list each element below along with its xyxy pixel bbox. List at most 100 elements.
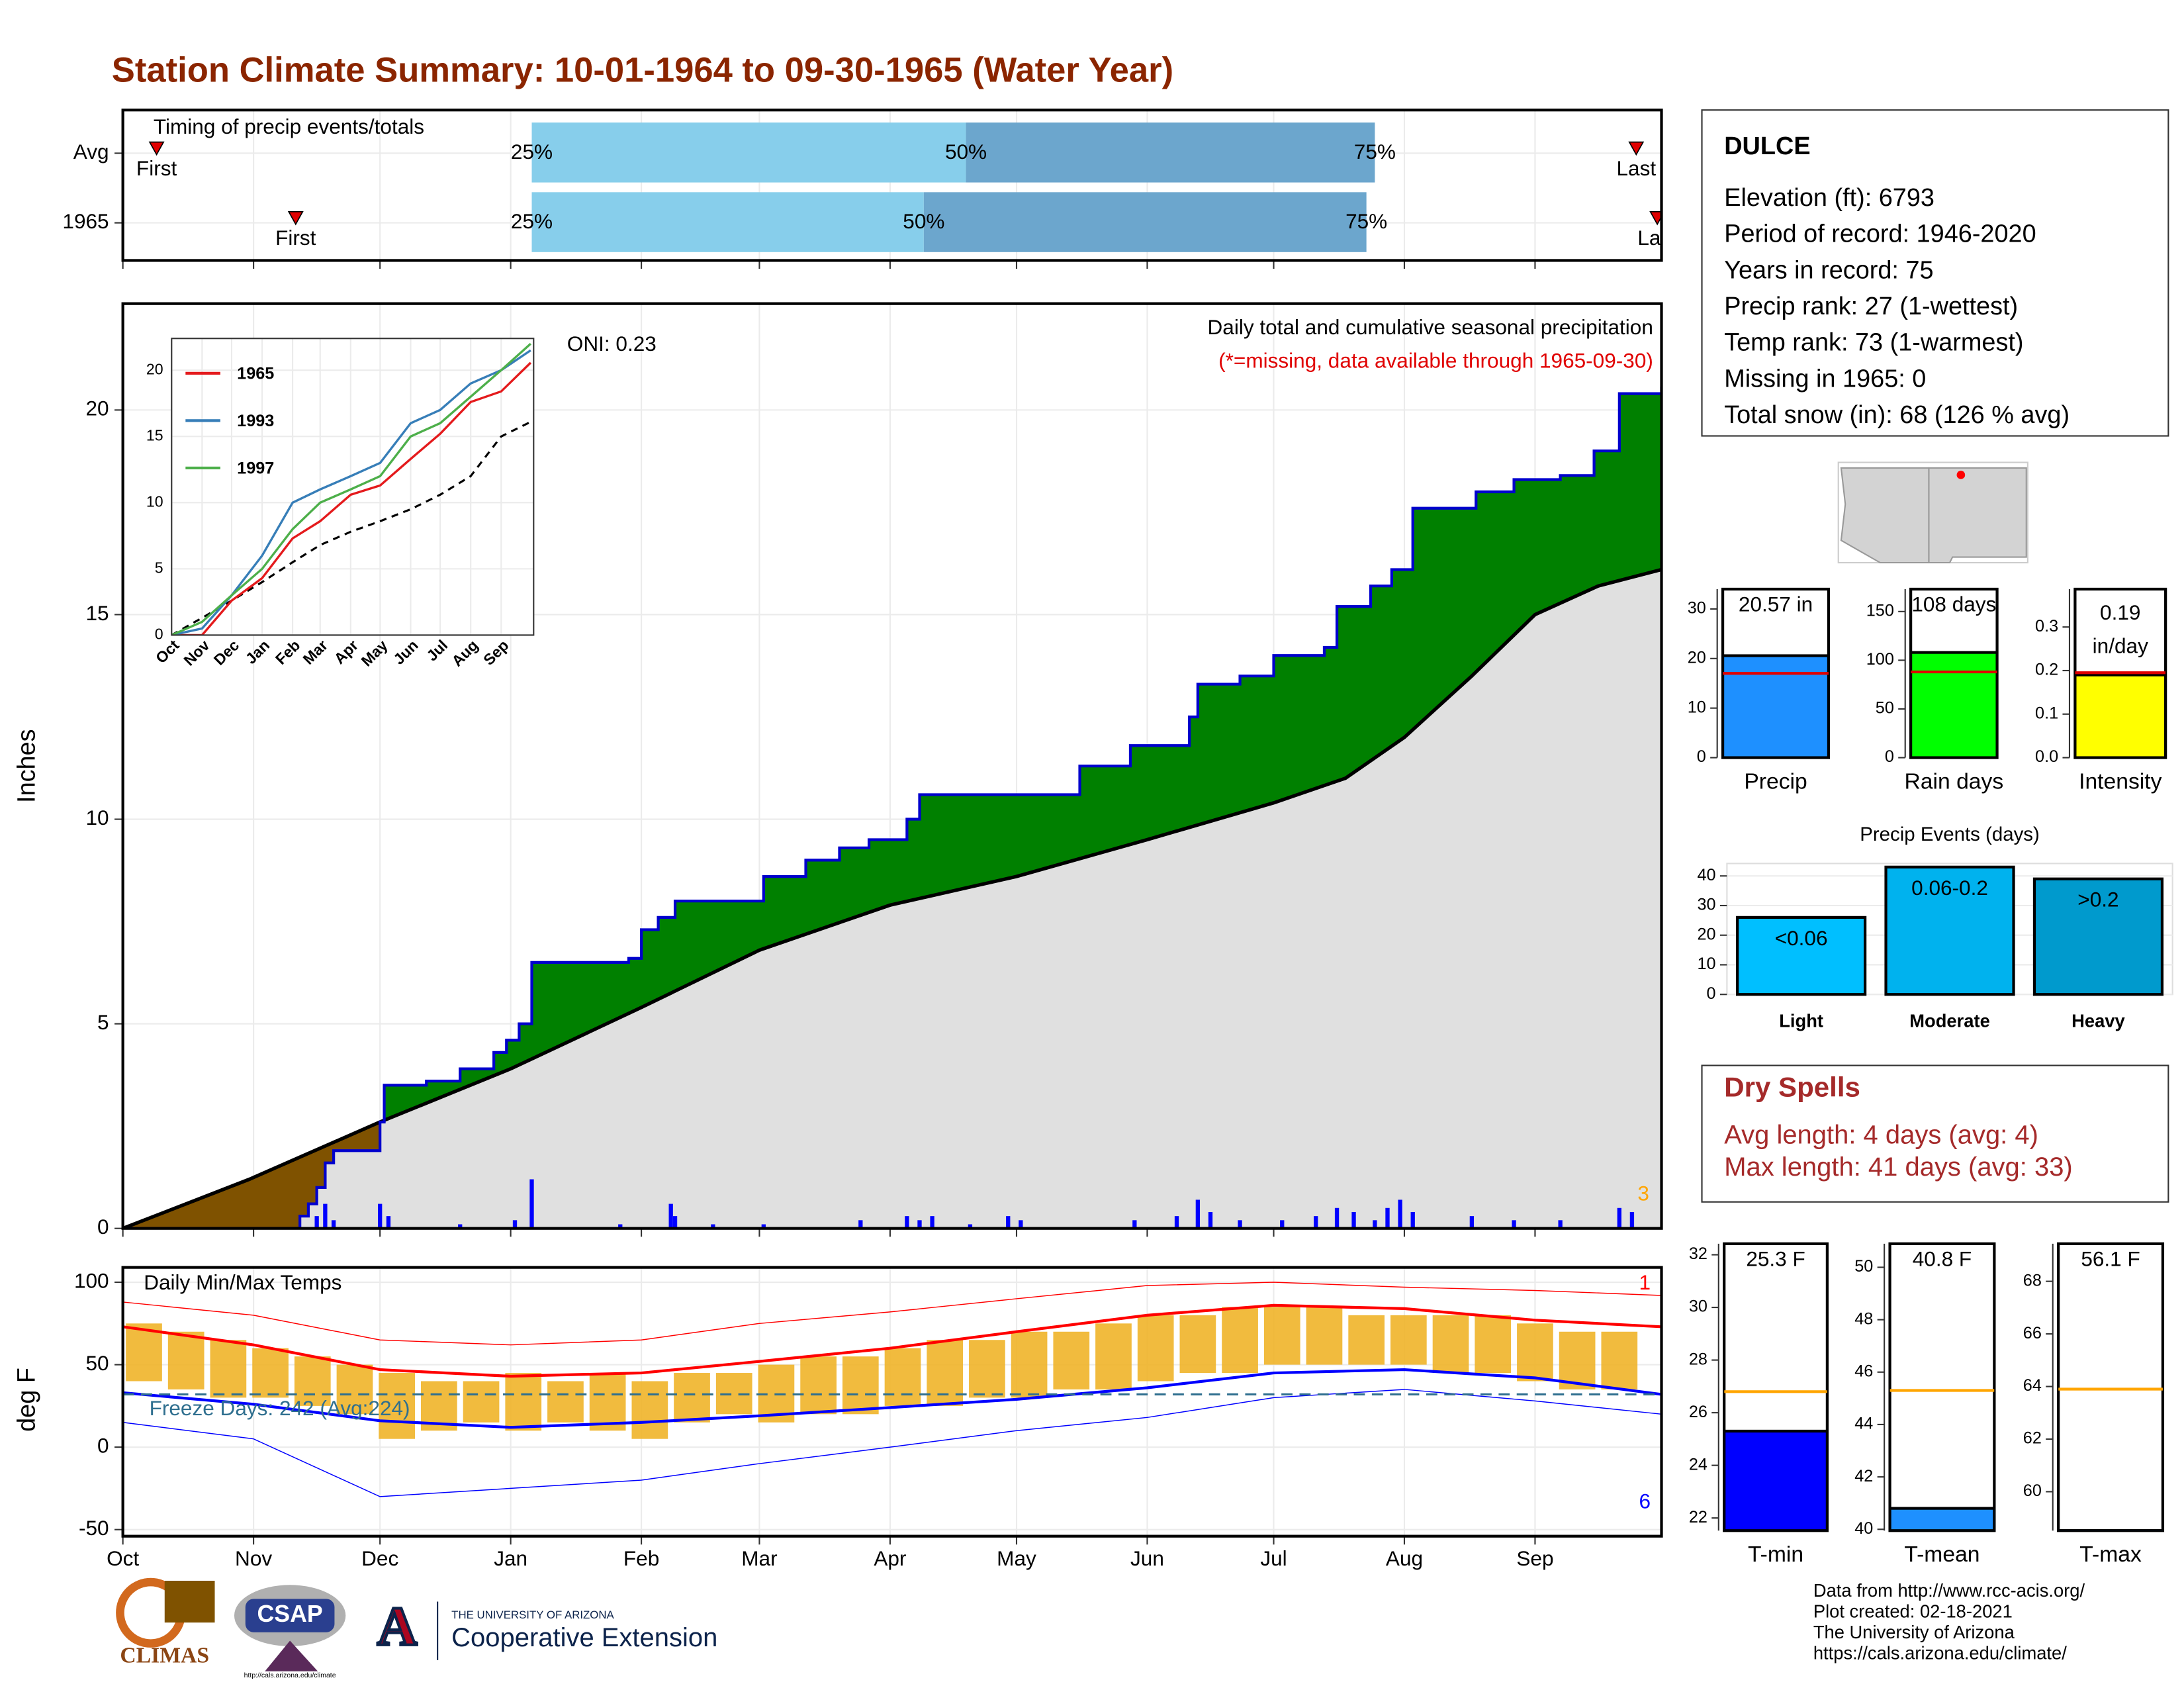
temp-range-bar (589, 1373, 626, 1431)
dry-spells-line: Max length: 41 days (avg: 33) (1724, 1152, 2073, 1182)
temp-range-bar (1222, 1307, 1258, 1374)
x-tick-label: T-max (2079, 1542, 2142, 1567)
value-label: 25.3 F (1746, 1246, 1805, 1270)
quartile-bar (923, 192, 1367, 252)
y-tick-label: 40 (1697, 866, 1715, 884)
y-axis-label: Inches (13, 729, 41, 803)
daily-precip-bar (323, 1203, 328, 1229)
temp-plot (122, 1282, 1662, 1497)
value-label: 108 days (1911, 592, 1996, 616)
quartile-label: 75% (1345, 209, 1387, 233)
temp-range-bar (210, 1340, 247, 1398)
y-tick-label: Avg (73, 140, 109, 164)
y-tick-label: 0 (155, 626, 163, 643)
y-tick-label: 20 (86, 397, 109, 420)
bar (1724, 1429, 1827, 1531)
dry-spells-title: Dry Spells (1724, 1071, 1860, 1102)
daily-precip-bar (1351, 1211, 1356, 1229)
x-tick-label: Mar (741, 1546, 777, 1570)
y-tick-label: 66 (2023, 1324, 2042, 1342)
record-high-line (122, 1282, 1662, 1346)
legend-label: 1997 (237, 459, 274, 478)
temp-range-bar (1179, 1315, 1216, 1374)
daily-precip-bar (618, 1224, 623, 1229)
temp-range-bar (674, 1373, 710, 1423)
x-tick-label: Aug (1386, 1546, 1423, 1570)
temp-range-bar (1517, 1323, 1553, 1382)
x-tick-label: Nov (235, 1546, 272, 1570)
value-label: 40.8 F (1913, 1246, 1972, 1270)
station-line: Years in record: 75 (1724, 256, 1933, 284)
daily-precip-bar (1238, 1220, 1242, 1229)
inset-frame (171, 338, 535, 636)
y-tick-label: 5 (97, 1010, 109, 1034)
temp-range-bar (463, 1381, 500, 1423)
y-tick-label: 26 (1689, 1403, 1707, 1421)
inset-plot (171, 343, 532, 635)
y-tick-label: 60 (2023, 1481, 2042, 1500)
temp-range-bar (1601, 1331, 1638, 1389)
temp-range-bar (1348, 1315, 1385, 1365)
temp-range-bar (969, 1340, 1005, 1398)
value-label: 20.57 in (1739, 592, 1813, 616)
avg-clip (122, 569, 1662, 1229)
y-tick-label: 0 (97, 1215, 109, 1239)
climas-logo (164, 1580, 215, 1623)
temp-range-bar (336, 1364, 373, 1415)
bin-label: <0.06 (1775, 926, 1828, 950)
y-tick-label: 0 (97, 1433, 109, 1457)
daily-precip-bar (314, 1216, 319, 1229)
temp-range-bar (927, 1340, 964, 1406)
x-tick-label: T-mean (1904, 1542, 1979, 1567)
daily-precip-bar (512, 1220, 518, 1229)
y-tick-label: -50 (79, 1516, 109, 1540)
bar (1911, 651, 1997, 758)
observed-line (122, 387, 1662, 1229)
csap-badge (245, 1599, 335, 1632)
y-tick-label: 0.3 (2035, 617, 2058, 635)
annotation: ONI: 0.23 (567, 332, 657, 355)
legend-label: 1965 (237, 365, 274, 383)
y-tick-label: 15 (86, 601, 109, 625)
x-tick-label: Apr (874, 1546, 906, 1570)
legend-label: 1993 (237, 412, 274, 430)
y-tick-label: 32 (1689, 1244, 1707, 1263)
summary-plot (1889, 1389, 1995, 1531)
summary-plot (1724, 1390, 1827, 1531)
y-tick-label: 1965 (62, 209, 109, 233)
station-box (1701, 109, 2169, 437)
y-tick-label: 22 (1689, 1508, 1707, 1526)
value-label: 0.19 in/day (2093, 600, 2148, 657)
y-tick-label: 40 (1854, 1519, 1873, 1538)
quartile-label: 25% (511, 209, 553, 233)
logos: CLIMAS CSAP http://cals.arizona.edu/clim… (116, 1577, 717, 1679)
x-tick-label: Oct (107, 1546, 139, 1570)
daily-precip-bar (968, 1224, 973, 1229)
daily-precip-bar (672, 1216, 678, 1229)
y-tick-label: 64 (2023, 1376, 2042, 1395)
location-map (1837, 461, 2028, 564)
y-tick-label: 50 (86, 1351, 109, 1375)
daily-precip-bar (1469, 1216, 1475, 1229)
event-marker (287, 211, 304, 226)
normal-high-line (122, 1303, 1662, 1378)
daily-precip-bar (1195, 1199, 1201, 1229)
station-name: DULCE (1724, 132, 1810, 160)
quartile-bar (966, 122, 1375, 183)
panel-frame (121, 1266, 1663, 1538)
summary-plot (2075, 671, 2166, 758)
y-tick-label: 0 (1697, 747, 1706, 766)
y-tick-label: 0.1 (2035, 704, 2058, 722)
timing-plot: 25% 50% 75% First Last 25% 50% 75% First Last (122, 122, 1662, 252)
map-state (1840, 467, 1930, 564)
x-tick-label: Precip (1744, 769, 1807, 794)
temp-range-bar (1011, 1331, 1048, 1398)
station-line: Missing in 1965: 0 (1724, 365, 1926, 393)
summary-plot (2058, 1387, 2163, 1531)
temp-range-bar (1095, 1323, 1132, 1389)
daily-precip-bar (1629, 1211, 1635, 1229)
daily-precip-bar (930, 1216, 934, 1229)
daily-precip-bar (1398, 1199, 1402, 1229)
value-label: 56.1 F (2081, 1246, 2140, 1270)
